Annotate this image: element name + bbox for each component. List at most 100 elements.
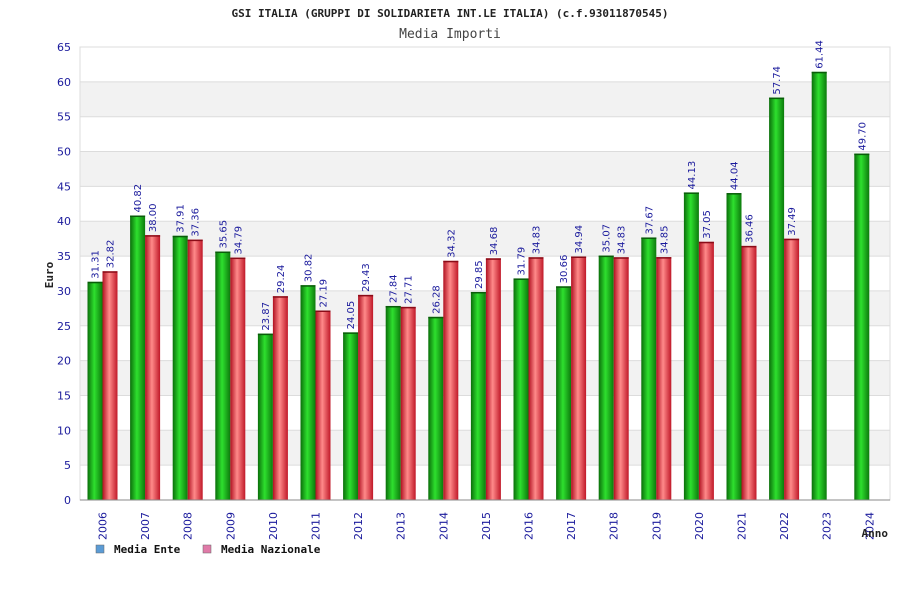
bar-cap: [854, 153, 870, 156]
y-tick-label: 40: [57, 215, 71, 228]
value-label-media-ente: 30.82: [304, 254, 315, 283]
chart-title: GSI ITALIA (GRUPPI DI SOLIDARIETA INT.LE…: [231, 7, 668, 20]
bar-media-nazionale: [272, 296, 288, 500]
value-label-media-ente: 57.74: [772, 66, 783, 95]
bar-media-ente: [811, 71, 827, 501]
bar-media-nazionale: [485, 258, 501, 500]
value-label-media-nazionale: 36.46: [745, 214, 756, 243]
bar-media-ente: [683, 192, 699, 500]
bar-media-ente: [641, 237, 657, 501]
bar-media-ente: [556, 286, 572, 500]
legend-swatch: [202, 544, 212, 554]
value-label-media-ente: 27.84: [389, 274, 400, 303]
bar-cap: [257, 333, 273, 336]
x-tick-label: 2012: [352, 512, 365, 540]
bars: [87, 71, 870, 501]
value-label-media-ente: 35.65: [218, 220, 229, 249]
y-tick-label: 50: [57, 146, 71, 159]
bar-media-nazionale: [741, 245, 757, 500]
bar-media-ente: [385, 305, 401, 500]
plot-band: [80, 151, 890, 187]
bar-cap: [513, 278, 529, 280]
x-tick-label: 2018: [608, 512, 621, 540]
plot-band: [80, 81, 890, 117]
value-label-media-ente: 26.28: [431, 285, 442, 314]
x-tick-label: 2019: [650, 512, 663, 540]
bar-cap: [613, 257, 629, 259]
bar-cap: [187, 239, 203, 242]
bar-cap: [556, 286, 572, 288]
x-tick-label: 2021: [736, 512, 749, 540]
x-axis-ticks: 2006 2007 2008 2009 2010 2011 2012 2013 2014 2015…: [97, 512, 877, 540]
x-tick-label: 2011: [310, 512, 323, 540]
y-tick-label: 15: [57, 389, 71, 402]
value-label-media-ente: 40.82: [133, 184, 144, 213]
plot-band: [80, 47, 890, 82]
value-label-media-ente: 31.31: [91, 250, 102, 279]
value-label-media-nazionale: 37.49: [787, 207, 798, 236]
bar-cap: [443, 260, 459, 263]
bar-media-nazionale: [571, 256, 587, 500]
value-label-media-ente: 23.87: [261, 302, 272, 331]
value-label-media-ente: 61.44: [815, 40, 826, 69]
x-tick-label: 2016: [523, 512, 536, 540]
bar-cap: [102, 271, 118, 273]
y-tick-label: 5: [64, 459, 71, 472]
bar-cap: [741, 245, 757, 248]
value-label-media-ente: 30.66: [559, 255, 570, 284]
bar-media-ente: [215, 251, 231, 500]
bar-cap: [598, 255, 614, 258]
value-labels: 31.31 32.82 40.82 38.00 37.91 37.36 35.65 34.79…: [91, 40, 869, 330]
bar-media-nazionale: [315, 310, 331, 500]
bar-media-nazionale: [102, 271, 118, 500]
value-label-media-nazionale: 37.36: [191, 208, 202, 237]
bar-cap: [769, 97, 785, 100]
bar-media-nazionale: [784, 238, 800, 500]
bar-cap: [172, 235, 188, 238]
value-label-media-nazionale: 29.43: [361, 263, 372, 292]
bar-media-ente: [343, 332, 359, 500]
value-label-media-nazionale: 34.79: [233, 226, 244, 255]
bar-cap: [87, 281, 103, 284]
bar-cap: [428, 316, 444, 319]
value-label-media-nazionale: 34.32: [446, 229, 457, 258]
value-label-media-nazionale: 32.82: [106, 240, 117, 269]
bar-cap: [385, 305, 401, 308]
bar-media-ente: [598, 255, 614, 500]
x-tick-label: 2014: [437, 512, 450, 540]
value-label-media-nazionale: 27.71: [404, 275, 415, 304]
x-tick-label: 2010: [267, 512, 280, 540]
bar-media-nazionale: [613, 257, 629, 500]
y-tick-label: 35: [57, 250, 71, 263]
bar-cap: [215, 251, 231, 254]
bar-media-ente: [513, 278, 529, 500]
x-tick-label: 2024: [863, 512, 876, 540]
x-tick-label: 2007: [139, 512, 152, 540]
value-label-media-nazionale: 34.85: [659, 225, 670, 254]
bar-media-ente: [428, 316, 444, 500]
value-label-media-nazionale: 29.24: [276, 265, 287, 294]
bar-media-nazionale: [400, 306, 416, 500]
bar-cap: [528, 257, 544, 259]
bar-media-ente: [470, 291, 486, 500]
value-label-media-ente: 24.05: [346, 301, 357, 330]
bar-cap: [641, 237, 657, 239]
y-tick-label: 55: [57, 111, 71, 124]
bar-media-ente: [854, 153, 870, 501]
y-tick-label: 0: [64, 494, 71, 507]
bar-media-ente: [130, 215, 146, 501]
bar-cap: [784, 238, 800, 241]
value-label-media-ente: 37.67: [644, 206, 655, 235]
bar-media-ente: [87, 281, 103, 500]
bar-media-nazionale: [443, 260, 459, 500]
legend-label: Media Nazionale: [221, 543, 321, 556]
value-label-media-ente: 31.79: [517, 247, 528, 276]
x-tick-label: 2006: [97, 512, 110, 540]
y-tick-label: 10: [57, 424, 71, 437]
bar-cap: [130, 215, 146, 218]
bar-media-nazionale: [187, 239, 203, 501]
value-label-media-ente: 44.13: [687, 161, 698, 190]
bar-media-nazionale: [528, 257, 544, 500]
value-label-media-nazionale: 34.68: [489, 227, 500, 256]
value-label-media-ente: 44.04: [730, 161, 741, 190]
